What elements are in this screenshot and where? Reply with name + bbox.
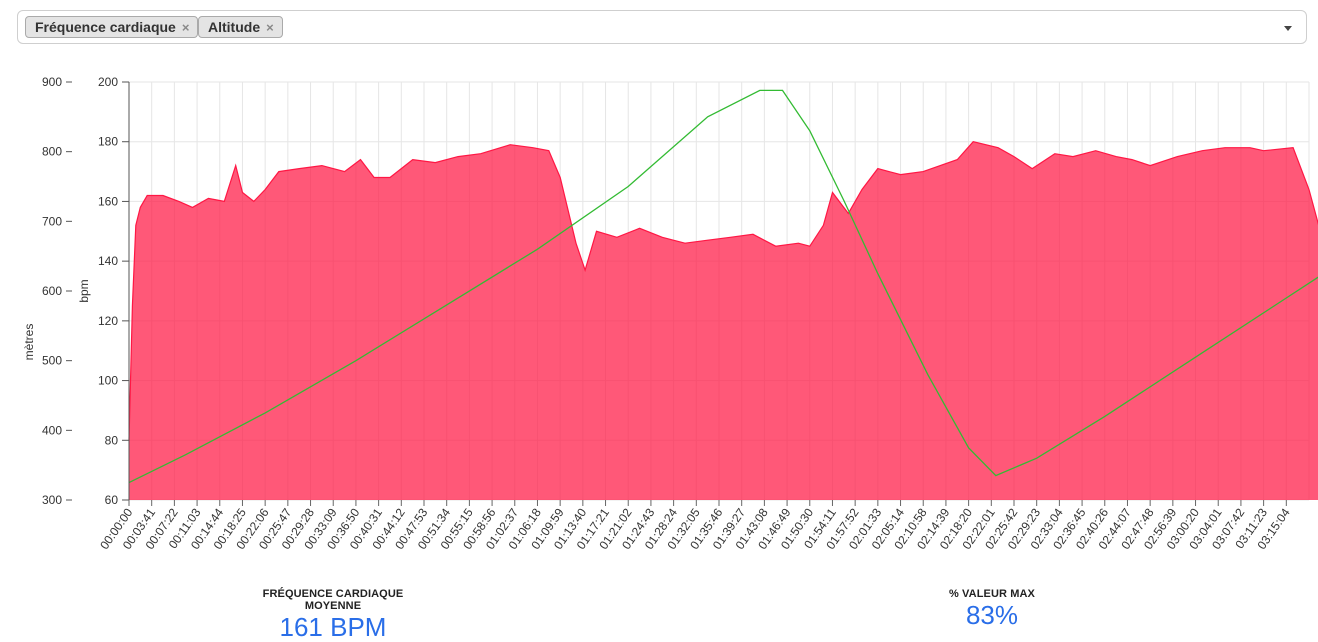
left-tick-label: 500 (42, 354, 62, 368)
heart-rate-altitude-chart: 900 800 700 600 500 400 300 200 180 160 140 120 100… (22, 75, 1318, 552)
avg-heart-rate-value: 161 BPM (279, 612, 387, 642)
altitude-line (128, 89, 1318, 484)
chip-altitude: Altitude × (198, 16, 283, 38)
remove-heart-rate-icon[interactable]: × (181, 20, 190, 35)
right-tick-label: 100 (98, 374, 118, 388)
right-tick-label: 140 (98, 254, 118, 268)
right-tick-label: 200 (98, 75, 118, 89)
max-percent-value: 83% (965, 600, 1019, 630)
left-tick-label: 300 (42, 493, 62, 507)
chip-heart-rate: Fréquence cardiaque × (25, 16, 199, 38)
y-left-axis-label: mètres (22, 324, 36, 361)
left-tick-label: 400 (42, 423, 62, 437)
chip-heart-rate-label: Fréquence cardiaque (35, 19, 176, 35)
bpm-area-outline (128, 141, 1318, 441)
avg-heart-rate-label: FRÉQUENCE CARDIAQUE MOYENNE (262, 588, 404, 612)
series-selector[interactable]: Fréquence cardiaque × Altitude × (17, 10, 1307, 44)
left-tick-label: 600 (42, 284, 62, 298)
bpm-area-fill (129, 141, 1318, 500)
dropdown-caret-icon[interactable] (1284, 26, 1292, 31)
avg-heart-rate-stat: FRÉQUENCE CARDIAQUE MOYENNE 161 BPM (233, 588, 433, 641)
left-tick-label: 800 (42, 145, 62, 159)
remove-altitude-icon[interactable]: × (266, 20, 274, 35)
max-percent-label: % VALEUR MAX (949, 588, 1035, 600)
right-tick-label: 60 (105, 493, 119, 507)
left-tick-label: 900 (42, 75, 62, 89)
right-axis-ticks: 200 180 160 140 120 100 80 60 (98, 75, 129, 507)
bpm-area-layer (128, 141, 1318, 500)
chip-altitude-label: Altitude (208, 19, 261, 35)
left-tick-label: 700 (42, 214, 62, 228)
right-tick-label: 180 (98, 135, 118, 149)
y-right-axis-label: bpm (77, 279, 91, 302)
left-axis-ticks: 900 800 700 600 500 400 300 (42, 75, 72, 507)
right-tick-label: 120 (98, 314, 118, 328)
right-tick-label: 160 (98, 194, 118, 208)
altitude-line-layer (128, 89, 1318, 484)
max-percent-stat: % VALEUR MAX 83% (892, 588, 1092, 629)
right-tick-label: 80 (105, 433, 119, 447)
x-axis-ticks: 00:00:0000:03:4100:07:2200:11:0300:14:44… (97, 500, 1293, 552)
